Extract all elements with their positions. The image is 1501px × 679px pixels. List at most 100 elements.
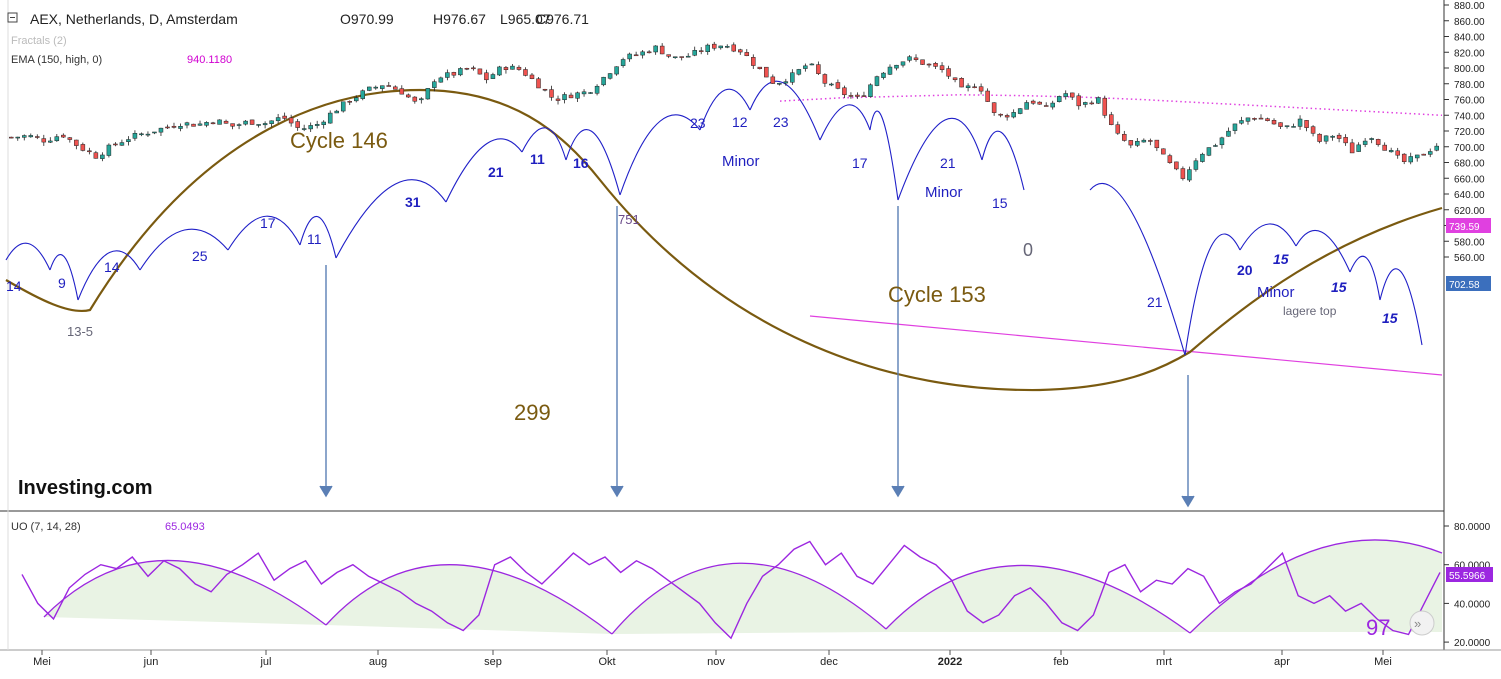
candle-body [1083,102,1088,105]
candle-body [1434,145,1439,151]
candle-body [22,135,27,138]
candle-body [419,98,424,101]
candle-body [685,55,691,58]
candle-body [1063,93,1068,97]
candle-body [1180,168,1186,179]
candle-body [1362,140,1368,145]
candle-body [744,52,750,57]
header: AEX, Netherlands, D, Amsterdam O970.99 H… [7,11,589,533]
candle-body [887,66,893,75]
ohlc-high: H976.67 [433,11,486,27]
price-tick-label: 780.00 [1454,80,1485,91]
candle-body [360,90,365,99]
uo-arc-5 [1189,539,1443,634]
candle-body [803,65,808,69]
price-tick-label: 560.00 [1454,253,1485,264]
candle-body [308,125,313,130]
price-tick-label: 840.00 [1454,33,1485,44]
label-cycle-146: Cycle 146 [290,128,388,153]
candle-body [1265,118,1270,122]
candle-body [874,76,880,86]
cycle-curve [5,88,1443,392]
candle-body [1330,135,1335,138]
candle-body [894,64,899,69]
price-tick-label: 720.00 [1454,127,1485,138]
fractals-label[interactable]: Fractals (2) [11,35,67,47]
candle-body [555,98,561,101]
time-axis-label: feb [1053,656,1068,668]
candle-body [783,81,789,84]
candle-body [54,136,60,142]
cycle-count-label: 11 [307,231,322,247]
candle-body [152,131,157,134]
candle-body [1056,96,1062,102]
candle-body [438,77,444,83]
label-cycle-153: Cycle 153 [888,282,986,307]
candle-body [1193,160,1199,170]
candle-body [529,74,535,79]
price-badge: 702.58 [1449,280,1480,291]
candle-body [751,57,756,66]
label-97: 97 [1366,615,1390,640]
candle-body [1226,130,1231,137]
candle-body [1252,118,1257,120]
price-tick-label: 880.00 [1454,1,1485,12]
candle-body [1343,137,1348,144]
candle-body [1148,140,1153,142]
candle-body [933,63,938,67]
candle-body [1069,92,1075,98]
candle-body [386,85,392,87]
time-axis-label: 2022 [938,656,962,668]
candle-body [490,74,496,79]
candle-body [1004,115,1010,118]
cycle-count-label: 23 [773,114,789,130]
candle-body [1304,120,1309,128]
ohlc-low: L965.07 [500,11,551,27]
candle-body [126,139,131,142]
candle-body [725,46,730,48]
candle-body [842,87,847,96]
candle-body [998,113,1003,116]
uo-badge: 55.5966 [1449,571,1486,582]
ema-badge: 739.59 [1449,222,1480,233]
candle-body [230,123,235,127]
candle-body [1109,114,1114,125]
candle-body [243,120,248,125]
candle-body [549,89,554,98]
candle-body [1414,154,1420,159]
uo-tick-label: 60.0000 [1454,561,1491,572]
price-tick-label: 700.00 [1454,143,1485,154]
candle-body [204,122,209,126]
cycle-count-label: 14 [104,259,120,275]
uo-label[interactable]: UO (7, 14, 28) [11,521,81,533]
price-tick-label: 640.00 [1454,190,1485,201]
candle-body [1174,161,1179,170]
scroll-to-latest-button[interactable]: » [1409,610,1435,636]
candle-body [314,124,320,126]
cycle-count-label: 15 [1382,310,1398,326]
candle-body [1017,108,1023,114]
candle-body [406,94,411,98]
candle-body [158,127,164,133]
candle-body [9,136,14,139]
candle-body [165,126,170,129]
trend-line [809,315,1443,376]
candle-body [1297,118,1303,127]
ema-label[interactable]: EMA (150, high, 0) [11,54,102,66]
candle-body [594,85,600,94]
uo-axis[interactable]: 80.0000 60.0000 40.0000 20.0000 [1444,522,1491,649]
candle-body [646,51,652,54]
candle-body [672,56,678,58]
candle-body [698,50,704,52]
candle-body [1024,102,1029,110]
candle-body [1030,100,1036,104]
cycle-count-label: 25 [192,248,208,264]
label-lagere-top: lagere top [1283,304,1337,318]
candle-body [777,83,782,85]
label-751: 751 [618,212,640,227]
candle-body [861,95,867,97]
time-axis[interactable]: Mei jun jul aug sep Okt nov dec 2022 feb mrt apr Mei [33,650,1392,668]
candle-body [1187,169,1192,181]
candle-body [373,86,379,89]
